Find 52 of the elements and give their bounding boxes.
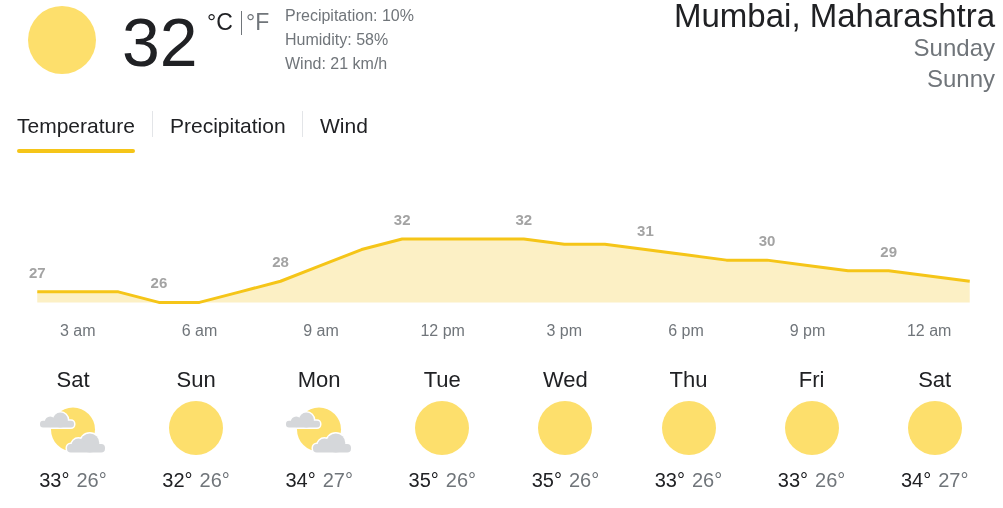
category-label: Mon bbox=[297, 366, 341, 392]
category-label: Sat bbox=[56, 366, 90, 392]
annotation: 35° bbox=[531, 468, 562, 491]
x-tick-label: 12 am bbox=[906, 321, 952, 339]
text: Precipitation: 10% bbox=[285, 7, 414, 25]
text: Precipitation bbox=[170, 114, 286, 138]
annotation: 27° bbox=[322, 468, 353, 491]
category-label: Tue bbox=[423, 366, 461, 392]
text: Humidity: 58% bbox=[285, 31, 389, 49]
annotation: 35° bbox=[408, 468, 439, 491]
x-tick-label: 6 pm bbox=[668, 321, 704, 339]
annotation: 34° bbox=[900, 468, 932, 491]
text: Sunny bbox=[926, 65, 995, 92]
annotation: 27° bbox=[938, 468, 969, 491]
annotation: 33° bbox=[654, 468, 685, 491]
x-tick-label: 12 pm bbox=[420, 321, 465, 339]
category-label: Wed bbox=[542, 366, 588, 392]
annotation: 26° bbox=[815, 468, 846, 491]
x-tick-label: 9 pm bbox=[789, 321, 826, 339]
annotation: 33° bbox=[777, 468, 809, 491]
annotation: 32° bbox=[162, 468, 193, 491]
text: Temperature bbox=[17, 114, 135, 138]
data-label: 28 bbox=[272, 252, 289, 270]
annotation: 26° bbox=[692, 468, 723, 491]
text: Mumbai, Maharashtra bbox=[674, 0, 995, 34]
annotation: 26° bbox=[445, 468, 477, 491]
x-tick-label: 3 am bbox=[60, 321, 96, 339]
data-label: 32 bbox=[515, 210, 533, 228]
data-label: 26 bbox=[150, 273, 168, 291]
data-label: 30 bbox=[758, 231, 776, 249]
text: °C bbox=[207, 8, 233, 35]
data-label: 31 bbox=[637, 221, 654, 239]
annotation: 33° bbox=[39, 468, 70, 491]
annotation: 34° bbox=[285, 468, 316, 491]
text: Wind bbox=[320, 114, 368, 138]
text: 32 bbox=[122, 4, 198, 81]
category-label: Thu bbox=[669, 366, 708, 392]
category-label: Sun bbox=[176, 366, 216, 392]
data-label: 27 bbox=[28, 263, 46, 281]
data-label: 29 bbox=[880, 242, 897, 260]
annotation: 26° bbox=[199, 468, 230, 491]
x-tick-label: 9 am bbox=[303, 321, 339, 339]
category-label: Fri bbox=[798, 366, 825, 392]
annotation: 26° bbox=[568, 468, 600, 491]
text: °F bbox=[246, 8, 270, 35]
text: Wind: 21 km/h bbox=[285, 55, 388, 73]
x-tick-label: 6 am bbox=[181, 321, 218, 339]
text: Sunday bbox=[913, 34, 995, 62]
annotation: 26° bbox=[76, 468, 107, 491]
category-label: Sat bbox=[918, 366, 952, 392]
data-label: 32 bbox=[393, 210, 411, 228]
x-tick-label: 3 pm bbox=[546, 321, 583, 339]
